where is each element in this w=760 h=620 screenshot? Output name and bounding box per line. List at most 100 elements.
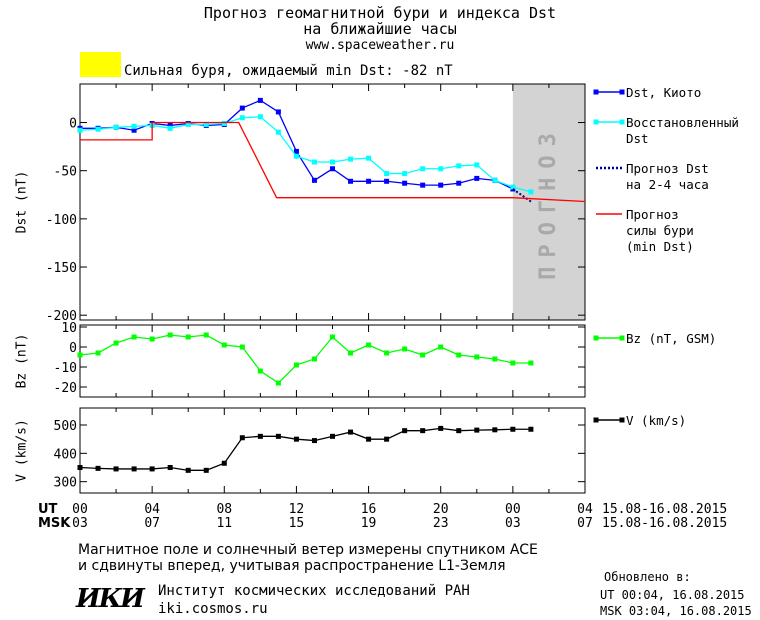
legend-marker (619, 89, 625, 95)
data-point (221, 120, 227, 126)
data-point (456, 180, 462, 186)
data-point (456, 352, 462, 358)
data-point (149, 336, 155, 342)
legend-entry-1: Dst, Киото (593, 85, 701, 100)
data-point (348, 178, 354, 184)
data-point (293, 148, 299, 154)
legend-label: на 2-4 часа (626, 177, 709, 192)
data-point (510, 184, 516, 190)
y-tick-label: 300 (54, 476, 77, 491)
msk-tick-label: 07 (577, 516, 593, 531)
data-point (221, 342, 227, 348)
institute-site-link[interactable]: iki.cosmos.ru (158, 601, 268, 617)
data-point (275, 433, 281, 439)
data-point (330, 166, 335, 172)
data-point (185, 121, 191, 127)
chart-title-line2: на ближайшие часы (303, 20, 457, 38)
legend-label: Восстановленный (626, 115, 739, 130)
data-point (330, 433, 335, 439)
y-axis-title: Dst (nT) (15, 171, 30, 234)
data-point (275, 380, 281, 386)
legend-label: Dst (626, 131, 649, 146)
data-point (239, 435, 245, 441)
legend-entry-1: V (km/s) (593, 413, 686, 428)
y-tick-label: -20 (54, 381, 77, 396)
legend-marker (619, 335, 625, 341)
data-point (113, 124, 119, 130)
data-point (366, 178, 372, 184)
data-point (402, 346, 408, 352)
msk-tick-label: 03 (505, 516, 521, 531)
data-point (311, 177, 317, 183)
data-point (330, 334, 335, 340)
data-point (131, 466, 137, 472)
series-line-1 (80, 99, 514, 190)
data-point (528, 426, 534, 432)
series-line-1 (79, 427, 531, 471)
data-point (167, 122, 173, 128)
y-tick-label: 0 (69, 117, 77, 132)
chart-panel-1: ПРОГНОЗ 0 -50 -100 -150 -200 Dst (nT) Dst, Киот… (15, 83, 739, 324)
legend-marker (619, 119, 625, 125)
iki-logo: ИКИ (76, 584, 145, 614)
msk-tick-label: 15 (289, 516, 305, 531)
series-line-2 (79, 116, 532, 193)
data-point (239, 344, 245, 350)
data-point (384, 178, 390, 184)
y-tick-label: 10 (61, 321, 77, 336)
data-point (95, 350, 101, 356)
data-point (438, 344, 444, 350)
data-point (438, 166, 444, 172)
data-point (149, 466, 155, 472)
data-point (348, 156, 354, 162)
y-axis-title: V (km/s) (15, 419, 30, 482)
legend-label: (min Dst) (626, 239, 694, 254)
data-point (420, 166, 426, 172)
data-point (311, 356, 317, 362)
data-point (275, 129, 281, 135)
legend-marker (593, 89, 599, 95)
data-point (438, 425, 444, 431)
legend-label: Прогноз (626, 207, 679, 222)
data-point (77, 352, 83, 358)
data-point (257, 433, 263, 439)
data-point (95, 126, 101, 132)
y-axis-title: Bz (nT) (15, 334, 30, 389)
ut-tick-label: 16 (361, 502, 377, 517)
ut-tick-label: 12 (289, 502, 305, 517)
chart-title-line1: Прогноз геомагнитной бури и индекса Dst (203, 4, 557, 22)
data-point (95, 465, 101, 471)
data-point (420, 182, 426, 188)
data-point (348, 429, 354, 435)
ut-tick-label: 20 (433, 502, 449, 517)
measurement-note-line1: Магнитное поле и солнечный ветер измерен… (78, 542, 538, 558)
msk-axis-label: MSK (38, 516, 71, 531)
legend-marker (593, 119, 599, 125)
data-point (167, 125, 173, 131)
y-tick-label: -100 (46, 213, 77, 228)
data-point (311, 438, 317, 444)
msk-tick-label: 23 (433, 516, 449, 531)
panel-frame (79, 83, 586, 321)
data-point (311, 159, 317, 165)
data-point (402, 171, 408, 177)
data-point (167, 465, 173, 470)
data-point (474, 175, 480, 181)
series-line-4 (80, 121, 586, 203)
forecast-band-label: ПРОГНОЗ (536, 124, 561, 280)
ut-tick-label: 04 (144, 502, 160, 517)
data-point (528, 360, 534, 366)
y-tick-label: 500 (54, 419, 77, 434)
storm-level-swatch (80, 52, 121, 77)
data-point (77, 127, 83, 133)
data-point (185, 334, 191, 340)
data-point (293, 153, 299, 159)
msk-tick-label: 19 (361, 516, 377, 531)
legend-label: Прогноз Dst (626, 161, 709, 176)
y-tick-label: -150 (46, 261, 77, 276)
panel-frame (79, 407, 586, 494)
measurement-note-line2: и сдвинуты вперед, учитывая распростране… (78, 558, 506, 574)
data-point (366, 155, 372, 161)
